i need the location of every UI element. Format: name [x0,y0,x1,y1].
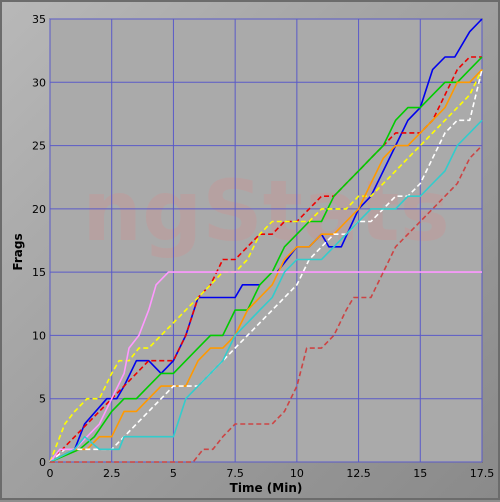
y-tick-label: 5 [39,393,46,406]
x-tick-label: 7.5 [226,467,244,480]
x-tick-label: 2.5 [103,467,121,480]
y-tick-label: 0 [39,456,46,469]
watermark-text: ngStats [82,162,449,260]
x-tick-labels: 0 2.5 5 7.5 10 12.5 15 17.5 [47,467,495,480]
y-tick-label: 30 [32,76,46,89]
x-tick-label: 17.5 [470,467,495,480]
y-tick-label: 15 [32,266,46,279]
x-tick-label: 15 [413,467,427,480]
y-tick-label: 10 [32,329,46,342]
x-tick-label: 5 [170,467,177,480]
y-tick-label: 35 [32,13,46,26]
x-tick-label: 10 [290,467,304,480]
x-tick-label: 0 [47,467,54,480]
y-tick-labels: 0 5 10 15 20 25 30 35 [32,13,46,469]
x-tick-label: 12.5 [346,467,371,480]
y-axis-title: Frags [11,233,25,270]
y-tick-label: 25 [32,140,46,153]
x-axis-title: Time (Min) [230,481,303,495]
y-tick-label: 20 [32,203,46,216]
